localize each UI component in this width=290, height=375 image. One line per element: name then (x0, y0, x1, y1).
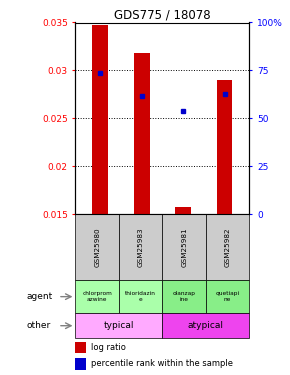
Text: GSM25981: GSM25981 (181, 227, 187, 267)
Text: atypical: atypical (188, 321, 224, 330)
Text: percentile rank within the sample: percentile rank within the sample (91, 360, 233, 369)
Bar (93, 26, 108, 214)
FancyBboxPatch shape (206, 214, 249, 280)
Text: agent: agent (27, 292, 53, 301)
FancyBboxPatch shape (119, 280, 162, 313)
FancyBboxPatch shape (162, 313, 249, 338)
Title: GDS775 / 18078: GDS775 / 18078 (114, 8, 211, 21)
FancyBboxPatch shape (75, 280, 119, 313)
Text: chlorprom
azwine: chlorprom azwine (82, 291, 112, 302)
Text: GSM25982: GSM25982 (225, 227, 231, 267)
Text: other: other (27, 321, 51, 330)
Text: olanzap
ine: olanzap ine (173, 291, 196, 302)
Bar (75, 358, 86, 370)
FancyBboxPatch shape (206, 280, 249, 313)
Bar (75, 342, 86, 353)
Bar (134, 53, 150, 214)
Bar (217, 80, 232, 214)
Text: thioridazin
e: thioridazin e (125, 291, 156, 302)
Text: log ratio: log ratio (91, 343, 126, 352)
Text: quetiapi
ne: quetiapi ne (215, 291, 240, 302)
Text: GSM25980: GSM25980 (94, 227, 100, 267)
Bar (175, 207, 191, 214)
FancyBboxPatch shape (162, 280, 206, 313)
Text: GSM25983: GSM25983 (138, 227, 144, 267)
FancyBboxPatch shape (75, 214, 119, 280)
FancyBboxPatch shape (75, 313, 162, 338)
FancyBboxPatch shape (119, 214, 162, 280)
FancyBboxPatch shape (162, 214, 206, 280)
Text: typical: typical (104, 321, 134, 330)
